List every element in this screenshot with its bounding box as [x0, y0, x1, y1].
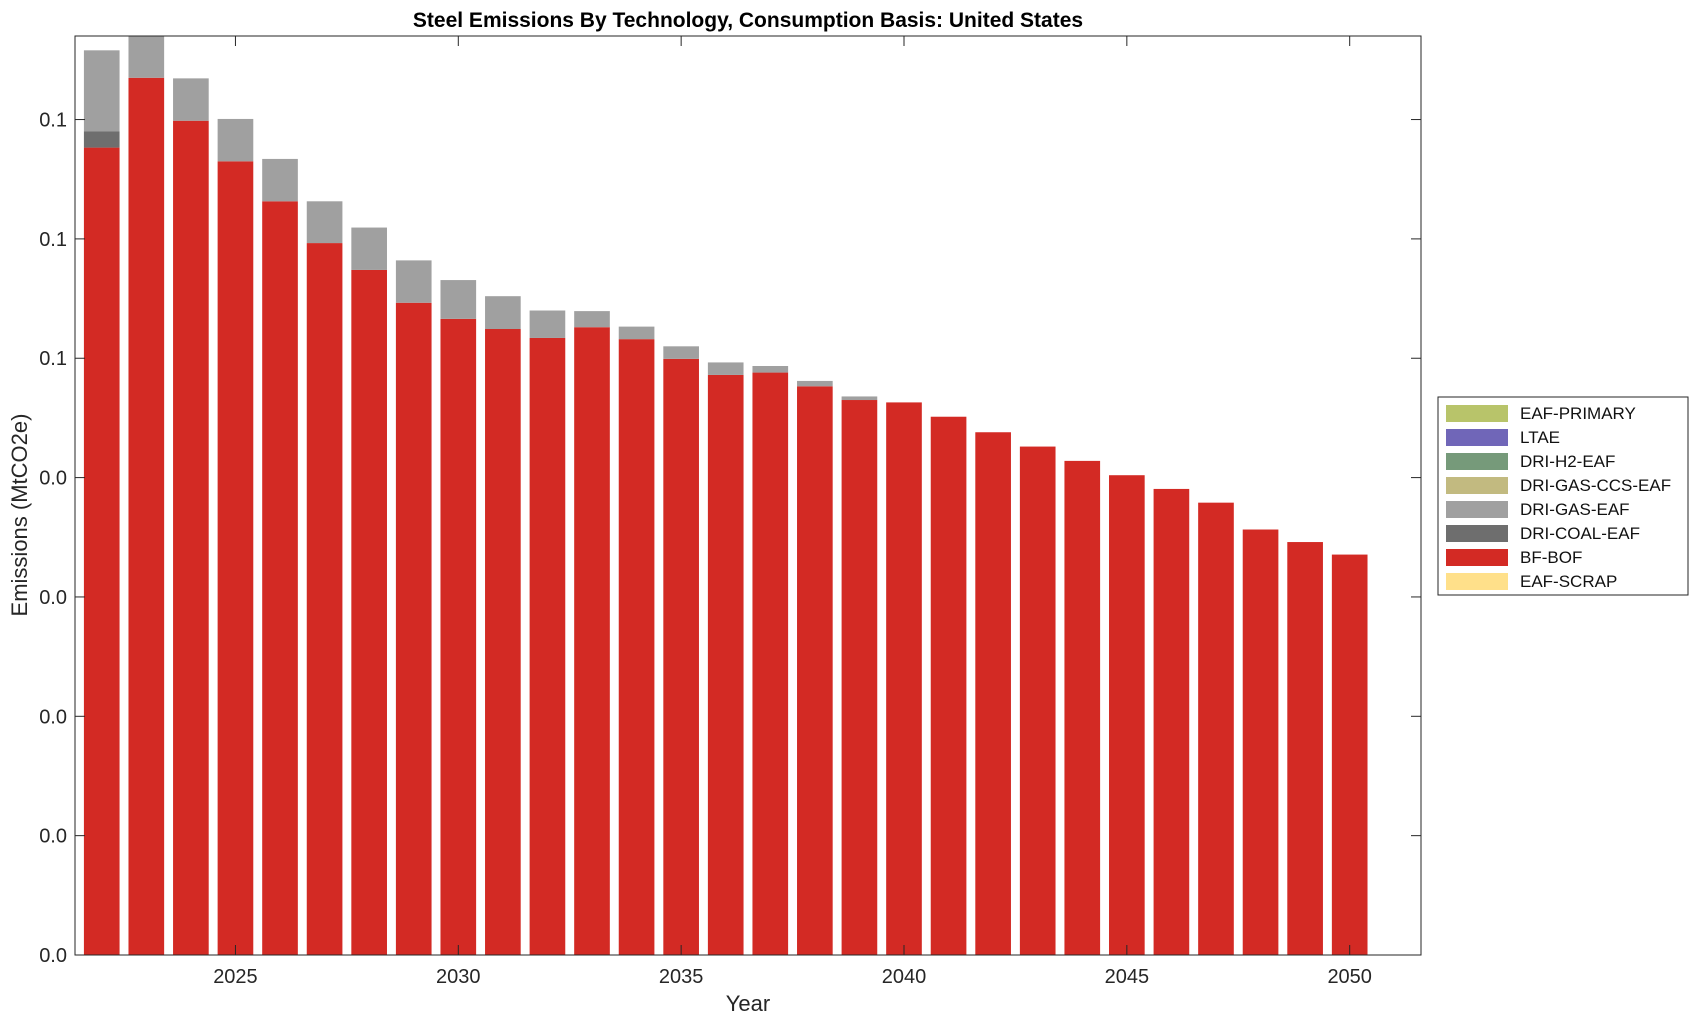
legend-label-ltae: LTAE — [1520, 428, 1560, 447]
bar-bf-bof-2028 — [351, 269, 387, 956]
bar-bf-bof-2047 — [1198, 502, 1234, 955]
bars-layer — [83, 36, 1368, 956]
bar-dri-gas-eaf-2027 — [306, 201, 343, 244]
bar-bf-bof-2046 — [1153, 488, 1190, 955]
y-tick-label: 0.0 — [39, 945, 67, 967]
bar-dri-gas-eaf-2030 — [440, 280, 477, 319]
x-tick-label: 2025 — [213, 966, 258, 988]
bar-dri-gas-eaf-2032 — [529, 310, 566, 338]
x-tick-label: 2050 — [1327, 966, 1372, 988]
bar-bf-bof-2037 — [752, 372, 789, 955]
legend-swatch-ltae — [1446, 429, 1508, 446]
bar-bf-bof-2043 — [1019, 446, 1056, 955]
bar-bf-bof-2050 — [1331, 554, 1368, 955]
y-tick-label: 0.1 — [39, 348, 67, 370]
legend-swatch-bf-bof — [1446, 549, 1508, 566]
legend-swatch-dri-coal-eaf — [1446, 525, 1508, 542]
bar-dri-gas-eaf-2029 — [395, 260, 432, 303]
legend-label-dri-gas-ccs-eaf: DRI-GAS-CCS-EAF — [1520, 476, 1671, 495]
bar-bf-bof-2048 — [1242, 529, 1279, 955]
legend-swatch-dri-gas-eaf — [1446, 501, 1508, 518]
bar-bf-bof-2022 — [83, 147, 120, 956]
bar-bf-bof-2042 — [975, 432, 1011, 955]
x-tick-label: 2045 — [1105, 966, 1150, 988]
y-tick-label: 0.0 — [39, 587, 67, 609]
bar-bf-bof-2045 — [1109, 475, 1145, 955]
bar-bf-bof-2025 — [217, 161, 254, 955]
bar-bf-bof-2029 — [395, 302, 432, 956]
bar-dri-gas-eaf-2039 — [841, 396, 878, 401]
legend-label-dri-coal-eaf: DRI-COAL-EAF — [1520, 524, 1640, 543]
legend-label-bf-bof: BF-BOF — [1520, 548, 1582, 567]
bar-bf-bof-2024 — [173, 120, 209, 956]
bar-dri-gas-eaf-2033 — [574, 311, 610, 328]
legend: EAF-PRIMARY LTAE DRI-H2-EAF DRI-GAS-CCS-EAF… — [1437, 396, 1689, 596]
bar-bf-bof-2030 — [440, 318, 477, 955]
legend-label-dri-gas-eaf: DRI-GAS-EAF — [1520, 500, 1630, 519]
plot-frame — [74, 35, 1422, 956]
y-tick-label: 0.0 — [39, 706, 67, 728]
bar-bf-bof-2027 — [306, 243, 343, 956]
legend-swatch-eaf-scrap — [1446, 573, 1508, 590]
bar-dri-coal-eaf-2022 — [83, 131, 120, 148]
legend-swatch-dri-gas-ccs-eaf — [1446, 477, 1508, 494]
bar-bf-bof-2033 — [574, 327, 610, 955]
bar-bf-bof-2034 — [618, 339, 655, 955]
ticks-layer: 0.0 0.0 0.0 0.0 0.0 0.1 0.1 0.1 2025 2030 2035 2040… — [39, 36, 1421, 988]
y-axis-title: Emissions (MtCO2e) — [7, 414, 32, 617]
bar-dri-gas-eaf-2036 — [707, 362, 744, 375]
bar-bf-bof-2023 — [128, 77, 165, 956]
bar-bf-bof-2049 — [1287, 542, 1323, 955]
bar-bf-bof-2044 — [1064, 460, 1101, 955]
bar-dri-gas-eaf-2035 — [663, 346, 699, 359]
bar-bf-bof-2038 — [797, 386, 833, 955]
x-tick-label: 2035 — [659, 966, 704, 988]
bar-bf-bof-2036 — [707, 374, 744, 956]
y-tick-label: 0.1 — [39, 229, 67, 251]
bar-dri-gas-eaf-2028 — [351, 227, 387, 270]
bar-bf-bof-2040 — [886, 402, 922, 955]
bar-dri-gas-eaf-2037 — [752, 366, 789, 373]
legend-swatch-dri-h2-eaf — [1446, 453, 1508, 470]
bar-bf-bof-2035 — [663, 358, 699, 955]
y-tick-label: 0.0 — [39, 468, 67, 490]
y-tick-label: 0.0 — [39, 826, 67, 848]
bar-bf-bof-2031 — [485, 329, 521, 955]
bar-bf-bof-2032 — [529, 337, 566, 955]
bar-dri-gas-eaf-2025 — [217, 118, 254, 162]
x-tick-label: 2040 — [882, 966, 927, 988]
bar-bf-bof-2039 — [841, 400, 878, 955]
chart-title: Steel Emissions By Technology, Consumpti… — [413, 9, 1083, 32]
bar-bf-bof-2041 — [930, 416, 967, 955]
legend-swatch-eaf-primary — [1446, 405, 1508, 422]
x-tick-label: 2030 — [436, 966, 481, 988]
y-tick-label: 0.1 — [39, 110, 67, 132]
bar-dri-gas-eaf-2024 — [173, 78, 209, 121]
x-axis-title: Year — [726, 991, 770, 1016]
bar-dri-gas-eaf-2022 — [83, 50, 120, 132]
bar-bf-bof-2026 — [262, 201, 298, 955]
legend-label-eaf-primary: EAF-PRIMARY — [1520, 404, 1636, 423]
legend-label-dri-h2-eaf: DRI-H2-EAF — [1520, 452, 1615, 471]
bar-dri-gas-eaf-2034 — [618, 326, 655, 340]
bar-dri-gas-eaf-2023 — [128, 36, 165, 78]
bar-dri-gas-eaf-2031 — [485, 296, 521, 330]
legend-label-eaf-scrap: EAF-SCRAP — [1520, 572, 1617, 591]
bar-dri-gas-eaf-2038 — [797, 380, 833, 387]
bar-dri-gas-eaf-2026 — [262, 158, 298, 202]
